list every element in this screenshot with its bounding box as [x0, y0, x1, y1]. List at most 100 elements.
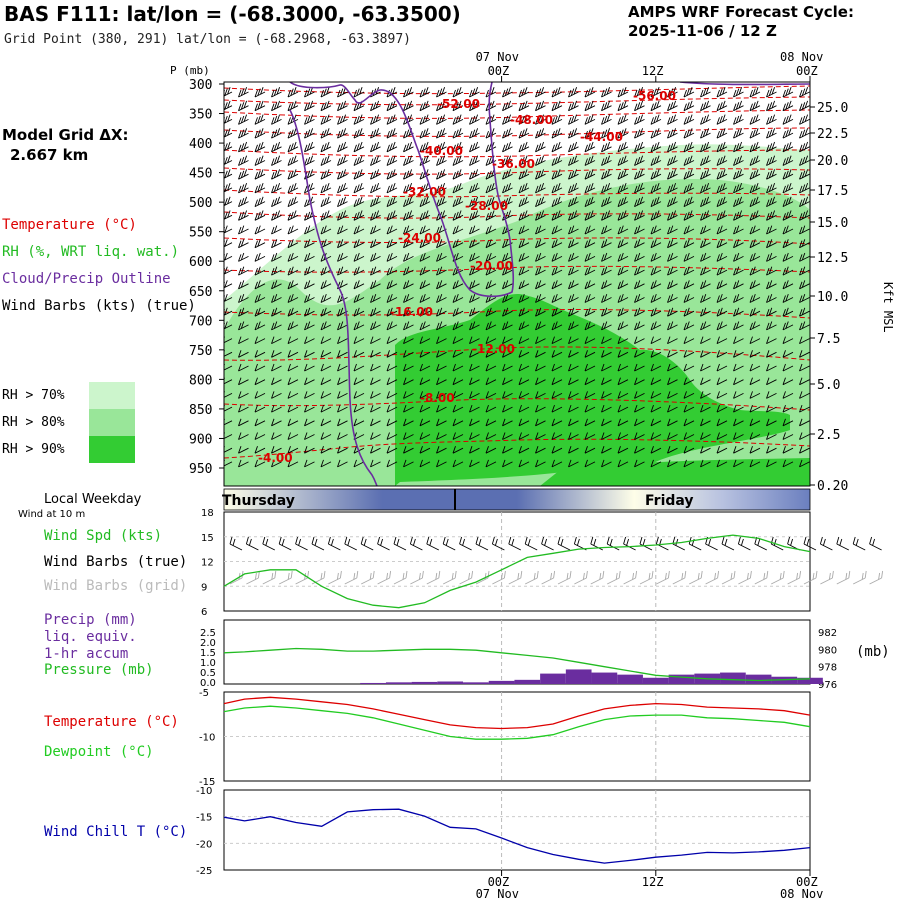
wind-barb-grid: [557, 570, 572, 585]
wind-barb-true: [377, 536, 390, 551]
pressure-unit: (mb): [856, 644, 890, 660]
precip-bar: [745, 674, 772, 684]
xs-wind-barb: [650, 293, 662, 303]
xs-wind-barb: [716, 321, 728, 331]
xs-wind-barb: [469, 432, 480, 440]
xs-wind-barb: [337, 210, 348, 221]
xs-wind-barb: [271, 239, 282, 249]
xs-wind-barb: [617, 432, 629, 440]
xs-wind-barb: [683, 225, 695, 235]
xs-wind-barb: [766, 155, 777, 166]
xs-wind-barb: [700, 182, 711, 194]
xs-wind-barb: [667, 239, 678, 249]
xs-wind-barb: [436, 293, 447, 303]
xs-wind-barb: [386, 391, 398, 399]
xs-wind-barb: [287, 210, 299, 221]
xs-wind-barb: [485, 336, 497, 345]
kft-tick-label: 22.5: [817, 127, 848, 142]
xs-wind-barb: [782, 418, 794, 427]
xs-wind-barb: [353, 404, 365, 413]
xs-wind-barb: [238, 377, 249, 386]
xs-wind-barb: [700, 350, 711, 358]
xs-wind-barb: [568, 225, 579, 235]
xs-wind-barb: [799, 239, 810, 249]
xs-wind-barb: [271, 293, 282, 303]
kft-tick-label: 17.5: [817, 184, 848, 199]
xs-wind-barb: [353, 266, 365, 276]
xs-wind-barb: [518, 350, 530, 358]
xs-wind-barb: [337, 182, 348, 194]
xs-wind-barb: [370, 307, 381, 317]
xs-wind-barb: [403, 293, 414, 303]
xs-wind-barb: [766, 87, 777, 98]
xs-axes: P (mb)300 350 400 450 500 550 600 650 700 750 800 8…: [170, 50, 895, 494]
xs-wind-barb: [403, 87, 414, 98]
xs-wind-barb: [650, 182, 662, 194]
xs-wind-barb: [304, 239, 315, 249]
xs-wind-barb: [634, 307, 645, 317]
top-time-tick: 00Z: [796, 64, 818, 78]
xs-wind-barb: [502, 459, 513, 468]
xs-wind-barb: [287, 459, 299, 468]
xs-wind-barb: [518, 446, 530, 454]
xs-wind-barb: [370, 225, 381, 235]
xs-wind-barb: [667, 321, 678, 331]
xs-wind-barb: [271, 100, 282, 112]
xs-wind-barb: [320, 182, 332, 194]
xs-wind-barb: [617, 239, 629, 249]
xs-wind-barb: [766, 377, 777, 386]
wind-barb-grid: [442, 570, 457, 585]
xs-wind-barb: [700, 128, 711, 139]
xs-wind-barb: [370, 432, 381, 440]
xs-wind-barb: [716, 128, 728, 139]
xs-wind-barb: [650, 196, 662, 208]
xs-wind-barb: [320, 280, 332, 290]
xs-wind-barb: [419, 293, 431, 303]
xs-wind-barb: [782, 459, 794, 468]
xs-wind-barb: [551, 252, 563, 262]
xs-wind-barb: [716, 169, 728, 180]
xs-wind-barb: [403, 182, 414, 194]
temperature-contour-label: -44.00: [580, 130, 623, 144]
xs-wind-barb: [320, 266, 332, 276]
xs-wind-barb: [469, 266, 480, 276]
xs-wind-barb: [337, 321, 348, 331]
xs-wind-barb: [716, 446, 728, 454]
xs-wind-barb: [502, 418, 513, 427]
xs-wind-barb: [353, 459, 365, 468]
wind-barb-grid: [278, 570, 293, 585]
wind-tick-label: 6: [201, 607, 207, 618]
xs-wind-barb: [271, 307, 282, 317]
precip-bar: [771, 676, 798, 684]
xs-wind-barb: [667, 196, 678, 208]
wind-speed-line: [223, 534, 811, 609]
xs-wind-barb: [419, 336, 431, 345]
pressure-tick-label: 900: [189, 432, 212, 447]
xs-wind-barb: [634, 225, 645, 235]
xs-wind-barb: [799, 141, 810, 153]
xs-wind-barb: [436, 141, 447, 153]
xs-wind-barb: [238, 252, 249, 262]
bottom-date-right: 08 Nov: [780, 887, 823, 900]
xs-wind-barb: [535, 404, 546, 413]
xs-wind-barb: [568, 459, 579, 468]
xs-wind-barb: [419, 182, 431, 194]
xs-wind-barb: [271, 391, 282, 399]
wind-barb-grid: [770, 570, 785, 585]
pressure-tick-label: 600: [189, 255, 212, 270]
wind-barb-true: [459, 536, 472, 551]
xs-wind-barb: [502, 182, 513, 194]
xs-wind-barb: [749, 307, 761, 317]
xs-wind-barb: [766, 225, 777, 235]
xs-wind-barb: [584, 182, 596, 194]
xs-wind-barb: [320, 128, 332, 139]
xs-wind-barb: [749, 336, 761, 345]
xs-wind-barb: [700, 363, 711, 372]
xs-wind-barb: [650, 266, 662, 276]
xs-wind-barb: [733, 307, 744, 317]
xs-wind-barb: [617, 196, 629, 208]
xs-wind-barb: [601, 321, 612, 331]
xs-wind-barb: [749, 432, 761, 440]
xs-wind-barb: [337, 141, 348, 153]
xs-wind-barb: [370, 266, 381, 276]
